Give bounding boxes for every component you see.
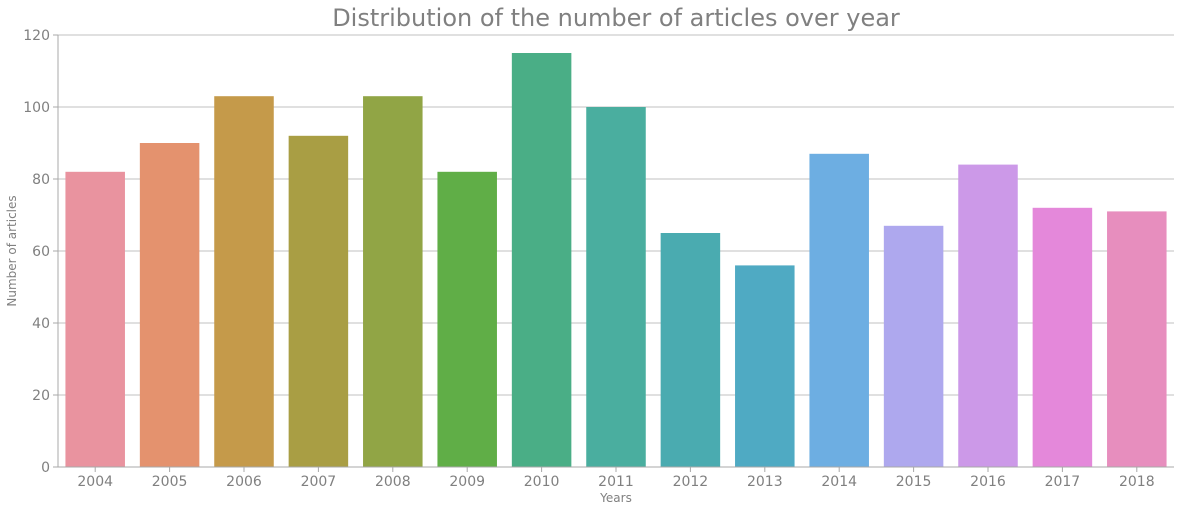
x-tick-label-2008: 2008 <box>375 474 411 490</box>
bar-2009 <box>437 171 497 468</box>
y-axis-label: Number of articles <box>5 195 19 306</box>
x-tick-label-2015: 2015 <box>896 474 932 490</box>
x-tick-label-2017: 2017 <box>1045 474 1081 490</box>
bar-2013 <box>735 265 795 467</box>
bar-2018 <box>1107 211 1167 467</box>
y-tick-label-60: 60 <box>32 244 50 260</box>
x-tick-label-2012: 2012 <box>673 474 709 490</box>
x-tick-label-2018: 2018 <box>1119 474 1155 490</box>
x-axis-ticks: 2004 2005 2006 2007 2008 2009 2010 2011 2012 2013… <box>77 467 1155 490</box>
bars <box>65 53 1167 468</box>
bar-2012 <box>660 233 721 467</box>
x-tick-label-2005: 2005 <box>152 474 188 490</box>
y-tick-label-80: 80 <box>32 172 50 188</box>
bar-2017 <box>1032 207 1093 468</box>
bar-2008 <box>363 96 423 467</box>
x-tick-label-2010: 2010 <box>524 474 560 490</box>
y-tick-label-20: 20 <box>32 388 50 404</box>
x-tick-label-2004: 2004 <box>77 474 113 490</box>
bar-2015 <box>883 225 944 467</box>
x-tick-label-2014: 2014 <box>821 474 857 490</box>
x-tick-label-2007: 2007 <box>301 474 337 490</box>
bar-2005 <box>139 143 200 467</box>
bar-2016 <box>958 164 1018 467</box>
y-tick-label-100: 100 <box>23 100 50 116</box>
y-tick-label-0: 0 <box>41 460 50 476</box>
y-tick-label-120: 120 <box>23 28 50 44</box>
bar-2014 <box>809 153 869 468</box>
bar-2010 <box>511 53 572 467</box>
x-tick-label-2013: 2013 <box>747 474 783 490</box>
y-tick-label-40: 40 <box>32 316 50 332</box>
x-axis-label: Years <box>599 491 632 505</box>
bar-2004 <box>65 171 125 468</box>
bar-2006 <box>214 96 274 467</box>
bar-2011 <box>586 107 646 467</box>
x-tick-label-2011: 2011 <box>598 474 634 490</box>
bar-2007 <box>288 135 349 468</box>
x-tick-label-2009: 2009 <box>449 474 485 490</box>
x-tick-label-2006: 2006 <box>226 474 262 490</box>
y-axis-ticks: 0 20 40 60 80 100 120 <box>23 28 58 476</box>
chart-title: Distribution of the number of articles o… <box>332 4 900 32</box>
x-tick-label-2016: 2016 <box>970 474 1006 490</box>
